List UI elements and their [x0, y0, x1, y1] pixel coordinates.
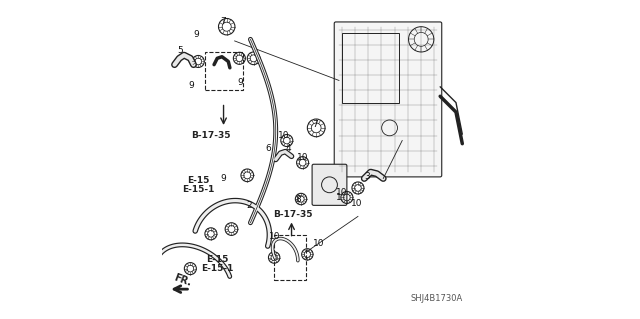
Text: B-17-35: B-17-35	[273, 210, 313, 219]
Text: 3: 3	[365, 172, 371, 182]
Text: E-15: E-15	[187, 175, 209, 185]
Text: 9: 9	[188, 81, 194, 90]
Text: B-17-35: B-17-35	[191, 131, 230, 140]
Text: 10: 10	[297, 153, 308, 162]
Text: 10: 10	[269, 233, 281, 241]
Text: 10: 10	[351, 199, 362, 208]
Text: 5: 5	[177, 46, 183, 55]
Text: 8: 8	[295, 195, 301, 204]
Text: SHJ4B1730A: SHJ4B1730A	[411, 294, 463, 303]
Bar	[342, 33, 399, 103]
FancyBboxPatch shape	[312, 164, 347, 205]
Text: FR.: FR.	[172, 272, 193, 287]
Text: 1: 1	[335, 193, 341, 202]
Text: E-15-1: E-15-1	[182, 185, 214, 194]
FancyBboxPatch shape	[334, 22, 442, 177]
Text: 2: 2	[246, 201, 252, 210]
Text: 4: 4	[285, 144, 291, 153]
Text: E-15: E-15	[206, 255, 228, 263]
Text: 9: 9	[221, 174, 227, 183]
Text: 9: 9	[237, 78, 243, 86]
Text: 10: 10	[313, 239, 324, 248]
Text: E-15-1: E-15-1	[201, 264, 234, 273]
Text: 6: 6	[265, 144, 271, 153]
Text: 9: 9	[194, 30, 200, 39]
Text: 7: 7	[221, 18, 227, 26]
Text: 10: 10	[278, 131, 289, 140]
Text: 7: 7	[312, 120, 318, 129]
Text: 10: 10	[337, 188, 348, 197]
